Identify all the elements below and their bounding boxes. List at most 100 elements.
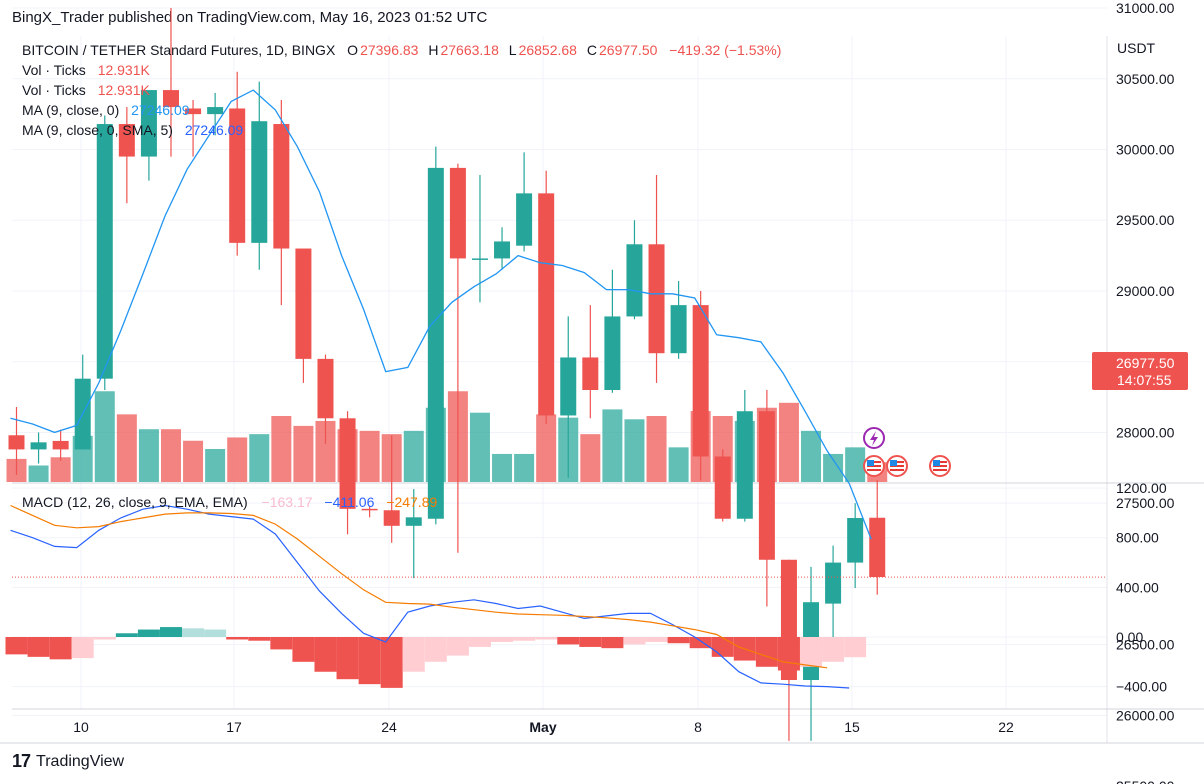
macd-hist-bar [358,637,381,685]
candle-body [251,121,268,243]
candle-body [317,358,334,419]
candle-body [295,248,312,359]
volume-bar [823,453,844,482]
macd-hist-bar [336,637,359,680]
volume-bar [315,420,336,482]
volume-bar [205,449,226,482]
macd-hist-bar [292,637,315,662]
macd-hist-bar [601,637,624,649]
ma-label: MA (9, close, 0) [22,102,120,118]
macd-hist-bar [93,637,116,640]
time-axis[interactable]: 10 17 24 May 8 15 22 [73,719,1014,735]
volume-bar [94,391,115,482]
macd-hist-bar [402,637,425,672]
time-tick-label: 17 [226,719,242,735]
price-tick-label: 30000.00 [1116,142,1175,158]
candle-body [140,90,157,157]
volume-bar [183,440,204,482]
brand-name: TradingView [36,752,125,770]
ma-legend-1[interactable]: MA (9, close, 0) 27246.09 [22,102,192,118]
ma-value: 27246.09 [184,122,244,138]
macd-hist-bar [623,637,646,645]
macd-hist-bar [446,637,469,656]
price-tick-label: 29000.00 [1116,283,1175,299]
price-tick-label: 30500.00 [1116,71,1175,87]
footer-brand[interactable]: 17 TradingView [12,751,124,772]
tradingview-logo-icon: 17 [12,751,31,771]
macd-hist-bar [226,637,249,640]
main-legend[interactable]: BITCOIN / TETHER Standard Futures, 1D, B… [22,42,783,58]
last-price-value: 26977.50 [1116,355,1175,371]
macd-hist-bar [535,637,558,640]
last-price-tag [1092,352,1188,390]
candlesticks [8,8,886,741]
macd-hist-bar [248,637,271,641]
volume-bar [227,437,248,482]
macd-hist-bar [579,637,602,647]
volume-bar [138,429,159,482]
macd-tick-label: −400.00 [1116,679,1167,695]
candle-body [516,193,533,246]
low-value: 26852.68 [518,42,577,58]
volume-bar [492,453,513,482]
macd-legend[interactable]: MACD (12, 26, close, 9, EMA, EMA) −163.1… [22,494,439,510]
candle-body [427,167,444,519]
macd-label: MACD (12, 26, close, 9, EMA, EMA) [22,494,248,510]
volume-bar [116,414,137,482]
candle-body [471,258,488,260]
open-value: 27396.83 [360,42,419,58]
price-tick-label: 26000.00 [1116,707,1175,723]
us-flag-icon[interactable] [886,455,908,477]
lightning-icon[interactable] [863,427,885,449]
macd-hist-bar [115,633,138,637]
price-tick-label: 28000.00 [1116,424,1175,440]
macd-hist-bar [689,637,712,649]
price-tick-label: 31000.00 [1116,0,1175,16]
volume-bar [359,430,380,482]
us-flag-icon[interactable] [863,455,885,477]
volume-bar [249,434,270,482]
macd-hist-bar [204,629,227,637]
us-flag-icon[interactable] [929,455,951,477]
vol-label: Vol · Ticks [22,82,86,98]
macd-axis[interactable]: 1200.00 800.00 400.00 0.00 −400.00 [1116,480,1167,695]
candle-body [118,124,135,157]
macd-hist-bar [270,637,293,650]
macd-hist-bar [557,637,580,645]
volume-bar [28,465,49,482]
volume-bar [778,402,799,482]
time-tick-label: 22 [998,719,1014,735]
candle-body [494,241,511,259]
macd-hist-bar [844,637,867,658]
grid-lines [12,7,1107,716]
candle-body [185,108,202,115]
vol-legend-1[interactable]: Vol · Ticks 12.931K [22,62,152,78]
price-tick-label: 25500.00 [1116,778,1175,784]
candle-body [8,435,25,450]
vol-legend-2[interactable]: Vol · Ticks 12.931K [22,82,152,98]
macd-signal-value: −247.89 [386,494,438,510]
macd-hist-bar [513,637,536,641]
macd-hist-bar [822,637,845,662]
ma-legend-2[interactable]: MA (9, close, 0, SMA, 5) 27246.09 [22,122,245,138]
macd-hist-bar [182,628,205,637]
currency-label: USDT [1117,40,1156,56]
candle-body [339,418,356,509]
candle-body [30,442,47,450]
time-tick-label: 8 [694,719,702,735]
price-tick-label: 29500.00 [1116,212,1175,228]
macd-hist-bar [71,637,94,659]
volume-bar [602,409,623,482]
price-tick-label: 27500.00 [1116,495,1175,511]
volume-bars [6,391,888,482]
macd-hist-bar [800,637,823,667]
macd-hist-bar [49,637,72,660]
price-axis[interactable]: 31000.00 30500.00 30000.00 29500.00 29000.00… [1116,0,1175,784]
candle-body [96,124,113,379]
macd-line [10,504,850,689]
candle-body [52,440,69,450]
macd-histogram [5,627,867,688]
candle-body [582,357,599,390]
volume-bar [845,447,866,482]
